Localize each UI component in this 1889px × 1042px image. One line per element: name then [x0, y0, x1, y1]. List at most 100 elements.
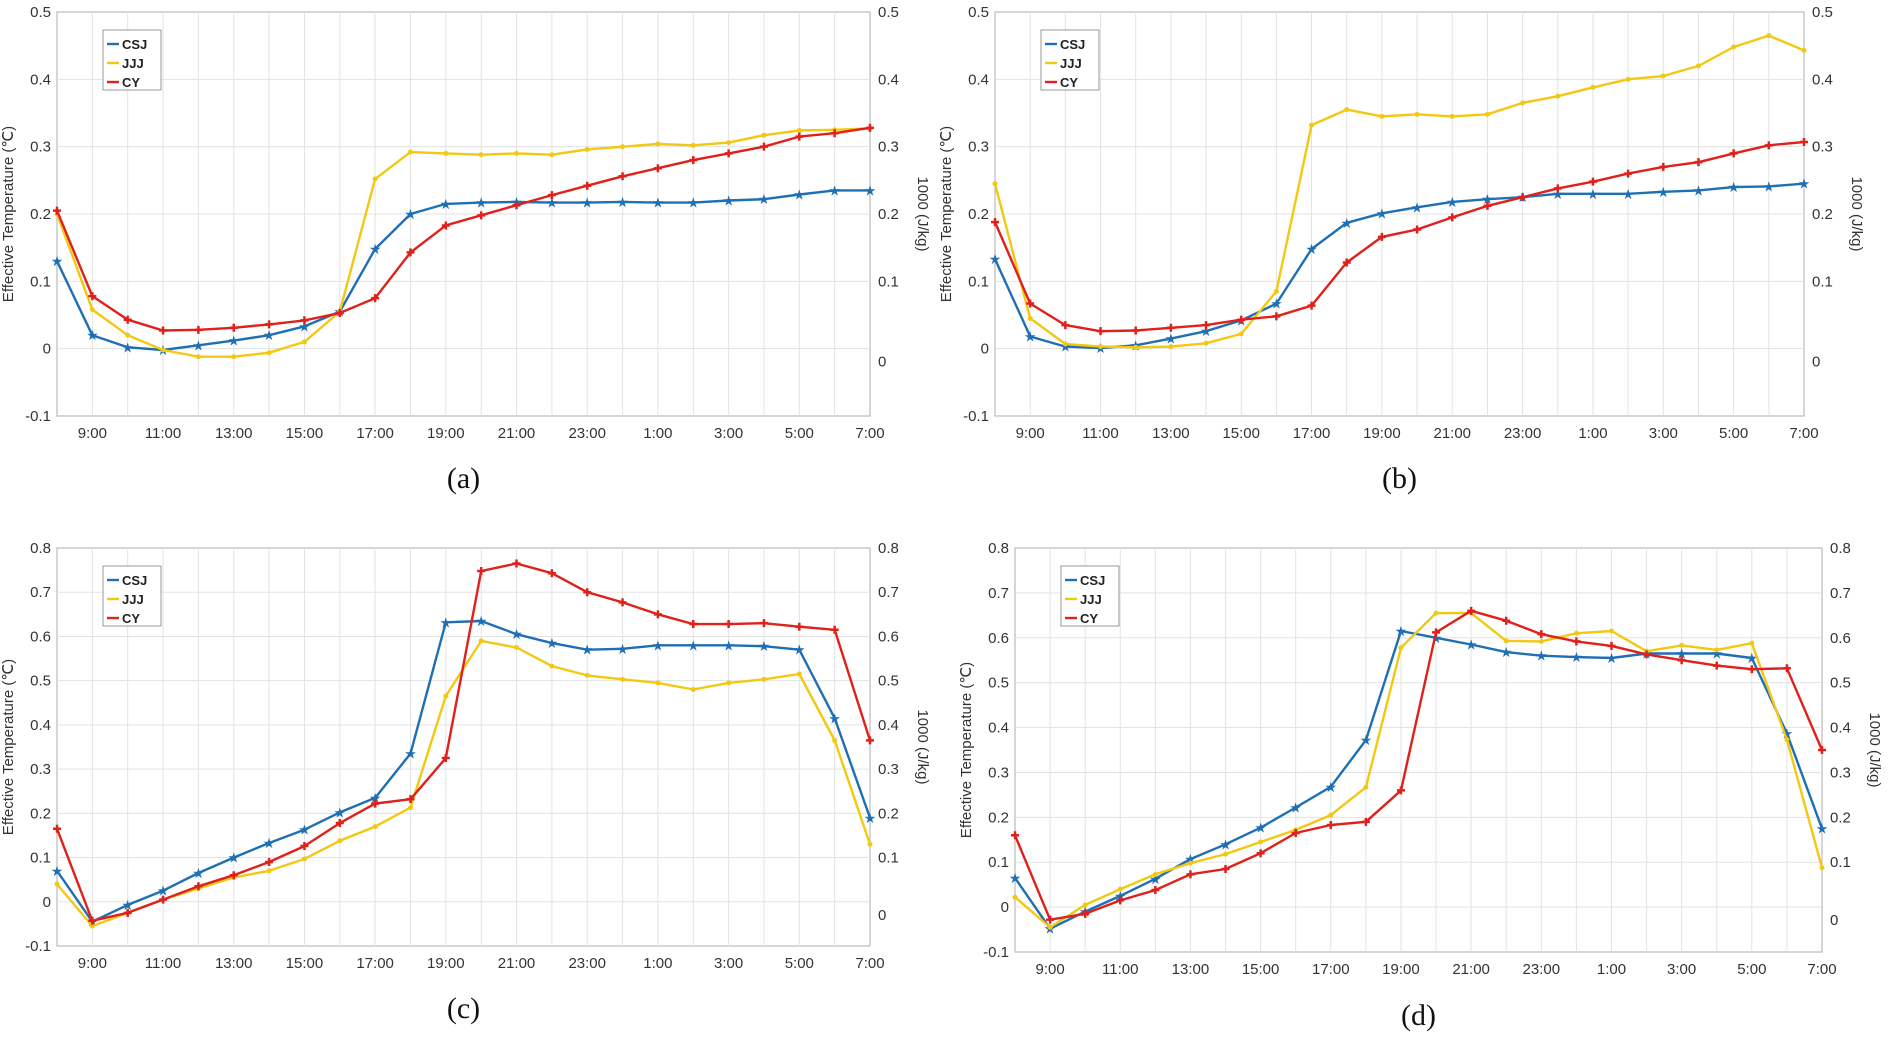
data-point	[1238, 331, 1244, 337]
data-point: ★	[1395, 623, 1408, 639]
data-point	[1026, 299, 1035, 308]
data-point: ★	[369, 241, 382, 257]
data-point	[1396, 786, 1405, 795]
data-point	[301, 339, 307, 345]
data-point	[547, 569, 556, 578]
plot-area	[56, 547, 871, 947]
chart-panel-c: -0.1 0 0.1 0.2 0.3 0.4 0.5 0.6 0.7 0.8 0 0.1 0.2 0.3 0…	[0, 540, 931, 1025]
data-point: ★	[758, 191, 771, 207]
data-point	[1307, 301, 1316, 310]
data-point: ★	[1340, 215, 1353, 231]
data-point	[1186, 870, 1195, 879]
data-point: ★	[616, 194, 629, 210]
data-point	[372, 176, 378, 182]
data-point	[796, 671, 802, 677]
data-point	[1258, 839, 1264, 845]
data-point	[618, 172, 627, 181]
y-tick-label: 0	[43, 341, 51, 358]
data-point	[1677, 656, 1686, 665]
series-line	[1013, 609, 1824, 921]
data-point	[407, 805, 413, 811]
y-right-tick-label: 0.6	[1830, 630, 1851, 647]
y-right-tick-label: 0.1	[1812, 273, 1833, 290]
data-point: ★	[828, 182, 841, 198]
y-right-tick-label: 0.5	[878, 4, 899, 21]
x-tick-label: 17:00	[356, 425, 394, 442]
data-point: ★	[1465, 637, 1478, 653]
data-point	[549, 152, 555, 158]
data-point: ★	[828, 710, 841, 726]
data-point	[1502, 616, 1511, 625]
series-line	[993, 182, 1805, 350]
x-tick-label: 13:00	[1172, 961, 1210, 978]
data-point	[372, 824, 378, 830]
data-point	[1414, 111, 1420, 117]
data-point	[229, 323, 238, 332]
data-point	[514, 645, 520, 650]
y-right-tick-label: 0.1	[878, 273, 899, 290]
data-point	[194, 882, 203, 891]
data-point	[266, 868, 272, 874]
x-tick-label: 5:00	[1737, 961, 1766, 978]
legend-label: CSJ	[1060, 37, 1085, 52]
y-tick-label: -0.1	[25, 938, 51, 955]
y-right-tick-label: 0.6	[878, 628, 899, 645]
data-point	[830, 625, 839, 634]
x-tick-label: 13:00	[1152, 425, 1190, 442]
data-point	[125, 332, 131, 338]
data-point: ★	[121, 897, 134, 913]
data-point: ★	[1254, 820, 1267, 836]
legend-box	[1040, 29, 1100, 91]
data-point: ★	[1816, 821, 1829, 837]
y-axis-right-label: 1000 (J/kg)	[1866, 712, 1883, 787]
data-point	[1449, 113, 1455, 119]
x-tick-label: 11:00	[145, 955, 181, 972]
x-tick-label: 9:00	[78, 425, 107, 442]
series-cy	[53, 559, 874, 925]
legend: CSJ JJJ CY	[102, 29, 162, 91]
x-tick-label: 7:00	[1807, 961, 1836, 978]
data-point: ★	[298, 822, 311, 838]
data-point	[371, 799, 380, 808]
data-point	[1660, 73, 1666, 79]
data-point	[1326, 820, 1335, 829]
data-point	[653, 610, 662, 619]
series-cy	[991, 137, 1808, 336]
legend: CSJ JJJ CY	[102, 565, 162, 627]
y-tick-label: 0.6	[30, 628, 51, 645]
x-tick-label: 15:00	[286, 955, 324, 972]
data-point: ★	[1446, 194, 1459, 210]
legend-label: CY	[1060, 75, 1078, 90]
data-point	[1608, 628, 1614, 634]
data-point: ★	[793, 642, 806, 658]
data-point	[477, 211, 486, 220]
x-tick-label: 19:00	[1382, 961, 1420, 978]
legend-label: CY	[1080, 611, 1098, 626]
data-point	[478, 152, 484, 158]
data-point	[88, 916, 97, 925]
data-point: ★	[1763, 178, 1776, 194]
y-tick-label: 0.4	[968, 71, 989, 88]
legend-box	[1060, 565, 1120, 627]
y-tick-label: 0.1	[30, 850, 51, 867]
data-point	[477, 566, 486, 575]
data-point	[1712, 661, 1721, 670]
data-point: ★	[1325, 779, 1338, 795]
data-point	[1801, 47, 1807, 53]
data-point: ★	[1500, 644, 1513, 660]
x-tick-label: 15:00	[1242, 961, 1280, 978]
data-point	[1432, 628, 1441, 637]
data-point	[1273, 288, 1279, 294]
data-point	[689, 156, 698, 165]
data-point	[726, 680, 732, 686]
y-tick-label: 0.4	[988, 720, 1009, 737]
x-tick-label: 11:00	[1102, 961, 1138, 978]
y-right-tick-label: 0.7	[878, 584, 899, 601]
data-point: ★	[652, 195, 665, 211]
y-tick-label: 0.3	[968, 139, 989, 156]
y-right-tick-label: 0.3	[878, 139, 899, 156]
y-tick-label: 0.3	[30, 761, 51, 778]
y-right-tick-label: 0.3	[1812, 139, 1833, 156]
data-point	[1223, 851, 1229, 857]
data-point: ★	[227, 850, 240, 866]
